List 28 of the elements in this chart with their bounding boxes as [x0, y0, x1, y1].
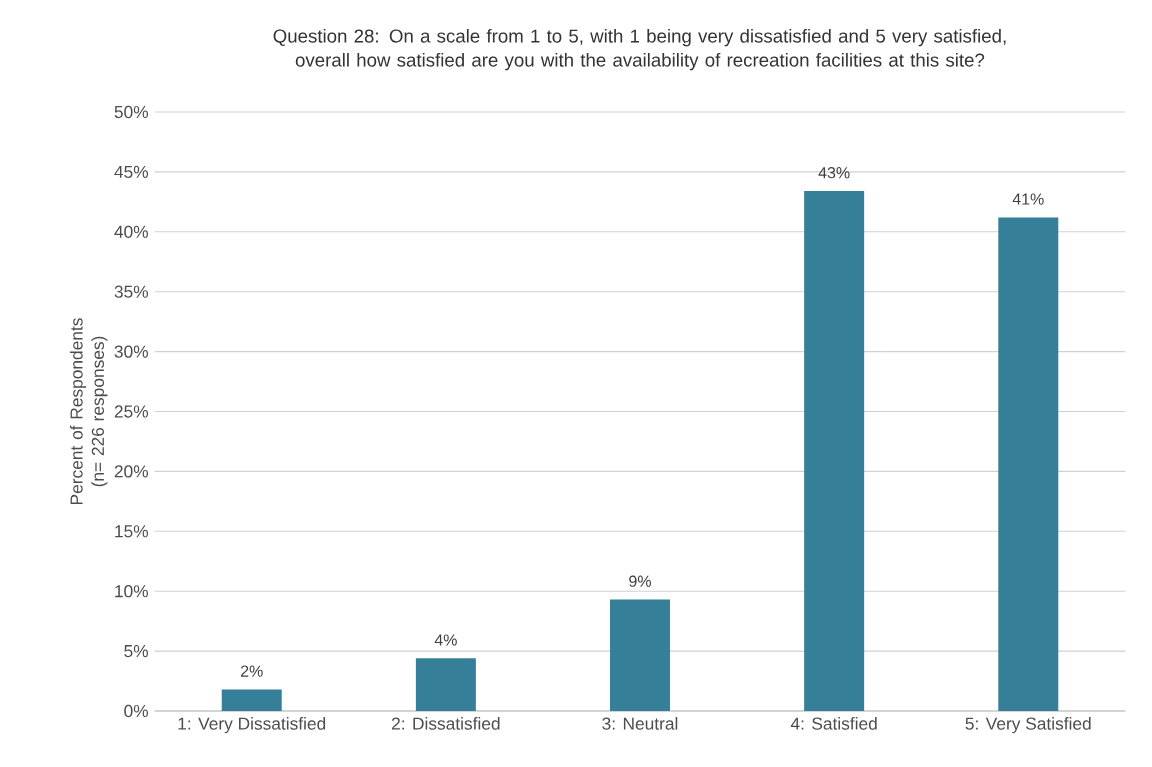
data-label: 43% [818, 167, 850, 179]
y-tick-label: 10% [115, 585, 149, 598]
y-tick-label: 50% [114, 105, 149, 119]
y-tick-label: 0% [124, 704, 149, 718]
bar [998, 217, 1059, 711]
bar [415, 658, 476, 711]
x-tick-label: 4: Satisfied [790, 717, 877, 730]
data-label: 41% [1012, 193, 1044, 205]
data-label: 2% [240, 665, 263, 677]
bar [610, 599, 671, 711]
x-tick-label: 3: Neutral [602, 717, 678, 730]
bar [804, 191, 865, 711]
x-tick-label: 5: Very Satisfied [965, 717, 1091, 734]
data-label: 4% [434, 634, 457, 646]
y-tick-label: 35% [114, 285, 149, 298]
y-tick-label: 5% [124, 645, 149, 658]
y-tick-label: 30% [114, 345, 149, 358]
x-tick-label: 1: Very Dissatisfied [178, 717, 326, 734]
y-tick-label: 25% [114, 405, 149, 418]
bar [221, 689, 282, 711]
y-tick-label: 40% [114, 225, 149, 238]
y-axis-title: Percent of Respondents (n= 226 responses) [69, 318, 108, 505]
x-tick-label: 2: Dissatisfied [392, 717, 500, 730]
data-label: 9% [629, 575, 651, 587]
chart-title: Question 28: On a scale from 1 to 5, with 1 being very dissatisfied and 5 very satisfied, overall how satisfied are you with the availability of recreation facilities at this site? [273, 28, 1006, 71]
y-tick-label: 45% [114, 165, 149, 178]
y-tick-label: 20% [114, 465, 149, 478]
y-tick-label: 15% [115, 525, 149, 538]
